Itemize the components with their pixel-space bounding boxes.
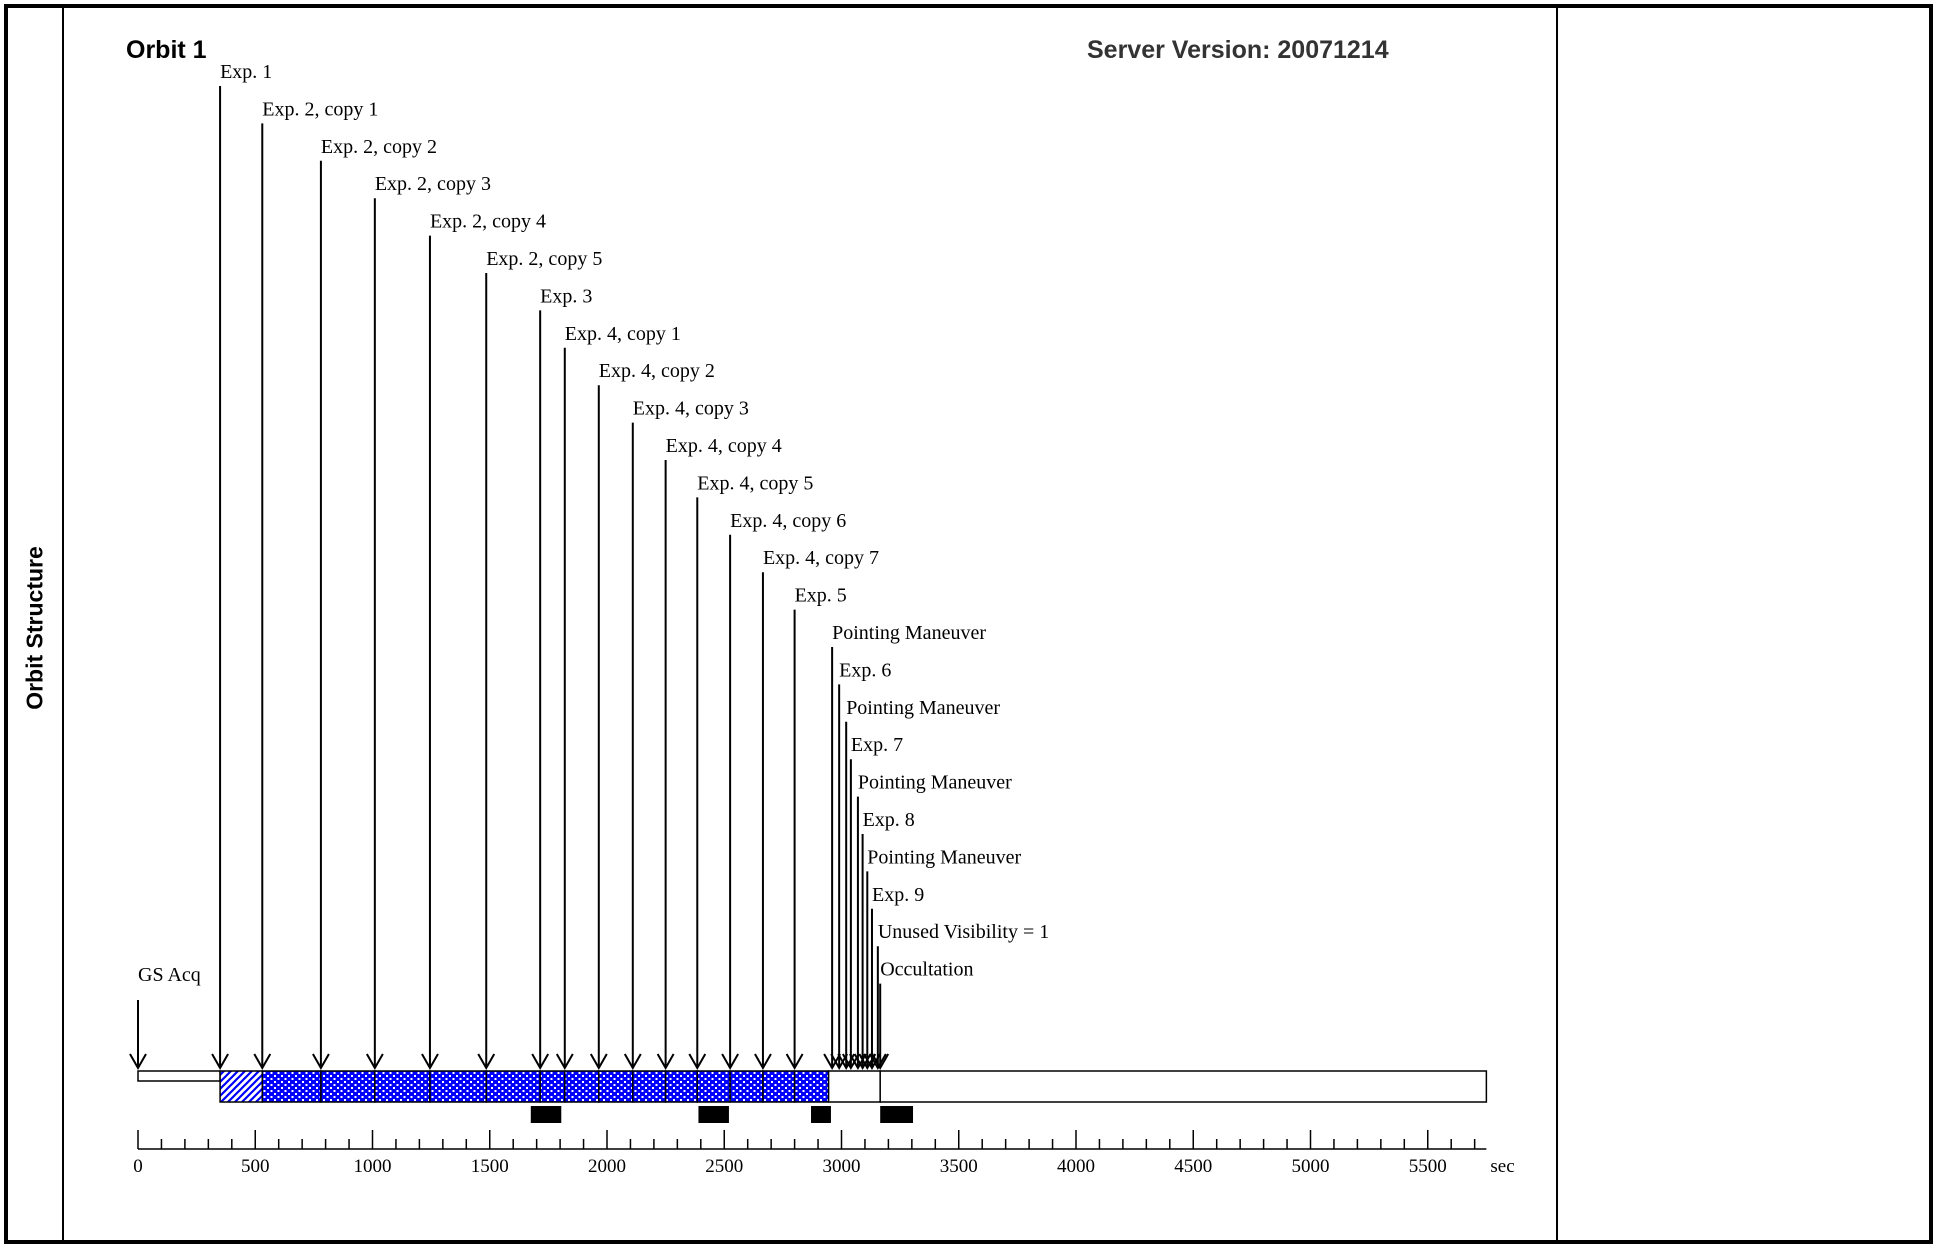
exposure-segment <box>219 1070 264 1103</box>
event-label: Exp. 2, copy 3 <box>375 173 491 195</box>
exposure-segment <box>793 1070 830 1103</box>
black-bar <box>698 1106 729 1123</box>
event-arrow <box>721 1053 739 1071</box>
axis-tick-label: 4000 <box>1057 1156 1095 1177</box>
gs-acq-arrow <box>129 1053 147 1071</box>
axis-tick-label: 5000 <box>1292 1156 1330 1177</box>
gs-acq-label: GS Acq <box>138 964 201 986</box>
right-column-divider <box>1556 8 1558 1240</box>
event-label: Exp. 2, copy 2 <box>321 136 437 158</box>
black-bar <box>880 1106 914 1123</box>
side-column: Orbit Structure <box>8 8 64 1240</box>
exposure-segment <box>429 1070 487 1103</box>
event-arrow <box>688 1053 707 1071</box>
event-arrow <box>365 1053 384 1071</box>
event-label: Exp. 6 <box>839 659 891 681</box>
event-label: Exp. 2, copy 5 <box>486 248 602 270</box>
axis-tick-label: 5500 <box>1409 1156 1447 1177</box>
orbit-title: Orbit 1 <box>126 36 207 64</box>
event-arrow <box>531 1053 550 1071</box>
exposure-segment <box>374 1070 431 1103</box>
occultation-segment <box>879 1070 1488 1103</box>
event-label: Exp. 9 <box>872 884 924 906</box>
axis-tick-label: 2000 <box>588 1156 626 1177</box>
event-label: Exp. 4, copy 5 <box>697 472 813 494</box>
event-label: Exp. 4, copy 4 <box>666 435 782 457</box>
axis-tick-label: 0 <box>133 1156 143 1177</box>
axis-unit-label: sec <box>1490 1156 1514 1177</box>
axis-tick-label: 1000 <box>354 1156 392 1177</box>
event-arrow <box>785 1053 804 1071</box>
exposure-segment <box>485 1070 541 1103</box>
event-label: Exp. 2, copy 1 <box>262 98 378 120</box>
event-arrow <box>253 1053 272 1071</box>
event-arrow <box>871 1053 890 1071</box>
event-label: Exp. 4, copy 2 <box>599 360 715 382</box>
exposure-segment <box>664 1070 699 1103</box>
black-bar <box>811 1106 831 1123</box>
event-label: Exp. 2, copy 4 <box>430 211 546 233</box>
event-arrow <box>211 1053 229 1071</box>
event-arrow <box>823 1053 841 1071</box>
event-arrow <box>312 1053 330 1071</box>
exposure-segment <box>632 1070 667 1103</box>
event-label: Exp. 4, copy 7 <box>763 547 879 569</box>
event-arrow <box>868 1053 887 1071</box>
axis-tick-label: 500 <box>241 1156 270 1177</box>
event-label: Pointing Maneuver <box>846 697 1000 719</box>
event-label: Exp. 7 <box>851 734 903 756</box>
event-arrow <box>754 1053 772 1071</box>
event-label: Exp. 4, copy 1 <box>565 323 681 345</box>
event-label: Occultation <box>880 959 973 981</box>
exposure-segment <box>696 1070 731 1103</box>
axis-tick-label: 3500 <box>940 1156 978 1177</box>
axis-tick-label: 2500 <box>705 1156 743 1177</box>
event-label: Exp. 4, copy 6 <box>730 510 846 532</box>
event-label: Exp. 8 <box>863 809 915 831</box>
exposure-segment <box>564 1070 600 1103</box>
exposure-segment <box>539 1070 566 1103</box>
event-label: Exp. 1 <box>220 61 272 83</box>
axis-tick-label: 1500 <box>471 1156 509 1177</box>
event-arrow <box>555 1053 574 1071</box>
exposure-segment <box>261 1070 322 1103</box>
axis-tick-label: 3000 <box>823 1156 861 1177</box>
exposure-segment <box>762 1070 796 1103</box>
exposure-segment <box>729 1070 764 1103</box>
event-label: Pointing Maneuver <box>867 846 1021 868</box>
event-arrow <box>656 1053 675 1071</box>
event-arrow <box>623 1053 642 1071</box>
axis-tick-label: 4500 <box>1174 1156 1212 1177</box>
server-version: Server Version: 20071214 <box>1087 36 1389 64</box>
maneuver-segment <box>827 1070 881 1103</box>
event-label: Exp. 5 <box>795 585 847 607</box>
event-arrow <box>589 1053 608 1071</box>
event-label: Pointing Maneuver <box>858 772 1012 794</box>
event-arrow <box>421 1053 439 1071</box>
event-arrow <box>477 1053 496 1071</box>
event-label: Exp. 3 <box>540 285 592 307</box>
exposure-segment <box>320 1070 376 1103</box>
event-label: Exp. 4, copy 3 <box>633 398 749 420</box>
event-label: Unused Visibility = 1 <box>878 921 1049 943</box>
black-bar <box>530 1106 562 1123</box>
gs-acq-segment <box>137 1070 221 1082</box>
exposure-segment <box>598 1070 634 1103</box>
event-label: Pointing Maneuver <box>832 622 986 644</box>
